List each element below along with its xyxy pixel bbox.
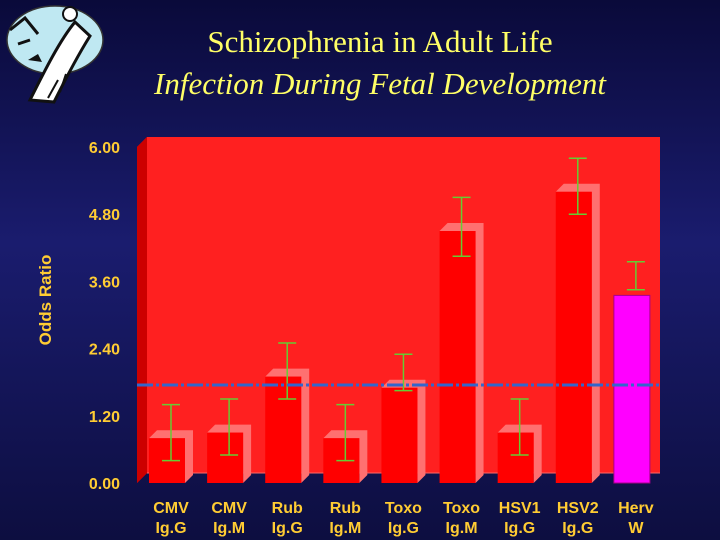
bar-3d-face [323,430,368,483]
x-tick-label: CMV [211,500,247,517]
bar-3d-face [265,368,310,483]
x-tick-label: Ig.G [388,520,419,537]
plot-side-wall [137,137,147,483]
title-line-2: Infection During Fetal Development [154,66,606,101]
bar-3d-face [149,430,193,483]
bar-3d-face [439,223,484,483]
x-tick-label: Ig.M [329,520,361,537]
x-tick-label: Ig.G [562,520,593,537]
x-tick-label: Rub [330,500,361,517]
bar [265,376,302,483]
y-tick-label: 0.00 [89,476,120,493]
x-tick-label: Rub [272,500,303,517]
cartoon-logo-icon [0,0,108,104]
y-tick-label: 6.00 [89,140,120,157]
x-tick-label: HSV2 [557,500,599,517]
bar-3d-face [381,379,426,483]
bar-3d-face [207,424,252,483]
bar [555,191,592,484]
y-tick-label: 1.20 [89,409,120,426]
bar [497,432,534,483]
x-tick-label: Ig.G [155,520,186,537]
x-tick-label: Toxo [385,500,422,517]
y-tick-label: 3.60 [89,274,120,291]
bar [439,231,476,483]
bar [381,387,418,483]
bar-3d-face [555,183,600,484]
bar [207,432,244,483]
x-tick-label: CMV [153,500,189,517]
title-line-1: Schizophrenia in Adult Life [207,24,553,59]
x-tick-label: Ig.G [504,520,535,537]
bar-3d-face [497,424,542,483]
bar [613,294,651,484]
x-tick-label: Ig.M [446,520,478,537]
y-tick-label: 2.40 [89,342,120,359]
x-tick-label: W [628,520,644,537]
x-tick-label: Ig.M [213,520,245,537]
x-tick-label: Herv [618,500,654,517]
x-tick-label: Ig.G [272,520,303,537]
x-tick-label: Toxo [443,500,480,517]
x-tick-label: HSV1 [499,500,541,517]
y-tick-label: 4.80 [89,207,120,224]
